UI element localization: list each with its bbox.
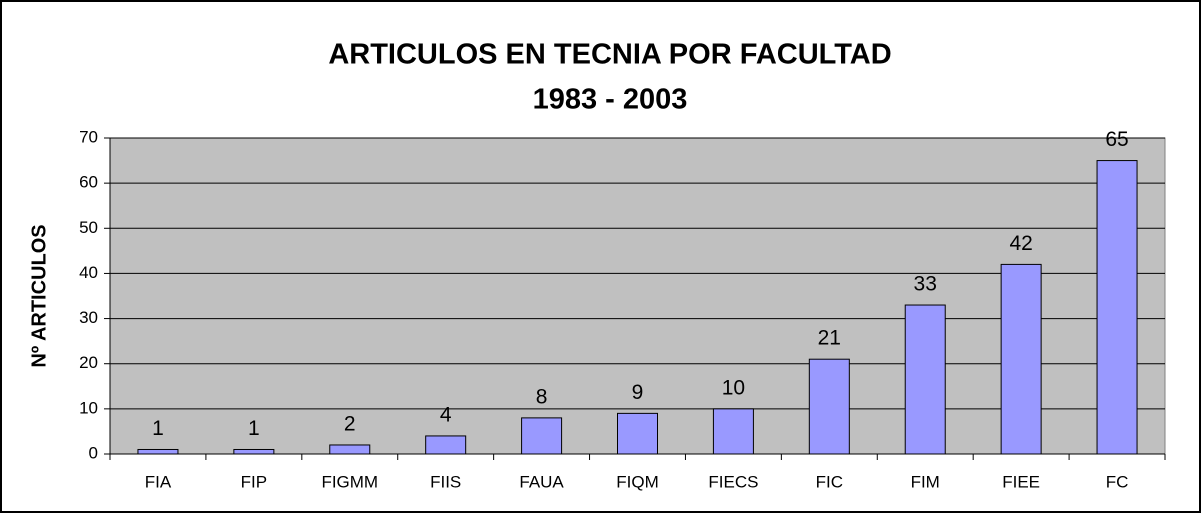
bar xyxy=(617,412,658,455)
data-label: 1 xyxy=(152,417,164,440)
y-tick-label: 70 xyxy=(79,127,98,146)
chart-title: ARTICULOS EN TECNIA POR FACULTAD xyxy=(328,39,891,71)
x-tick-label: FC xyxy=(1106,472,1129,491)
x-tick-label: FIA xyxy=(145,472,172,491)
bar xyxy=(1096,160,1138,455)
x-tick-label: FAUA xyxy=(519,472,564,491)
bar xyxy=(1000,263,1042,455)
x-tick-label: FIM xyxy=(911,472,940,491)
bar xyxy=(904,304,946,455)
y-tick-label: 40 xyxy=(79,263,98,282)
bar xyxy=(712,408,754,455)
x-tick-label: FIQM xyxy=(616,472,659,491)
y-tick-label: 30 xyxy=(79,308,98,327)
y-axis-label: Nº ARTICULOS xyxy=(28,224,50,367)
bar xyxy=(521,417,563,455)
x-tick-label: FIP xyxy=(241,472,267,491)
bar xyxy=(137,448,179,455)
y-tick-label: 20 xyxy=(79,353,98,372)
chart-subtitle: 1983 - 2003 xyxy=(533,84,688,116)
data-label: 42 xyxy=(1009,232,1032,255)
bar xyxy=(233,448,275,455)
data-label: 1 xyxy=(248,417,260,440)
data-label: 4 xyxy=(440,403,452,426)
y-tick-label: 50 xyxy=(79,218,98,237)
x-tick-label: FIEE xyxy=(1002,472,1040,491)
x-tick-label: FIC xyxy=(816,472,843,491)
y-tick-label: 10 xyxy=(79,398,98,417)
x-tick-label: FIGMM xyxy=(321,472,378,491)
bar xyxy=(808,358,850,455)
bar xyxy=(329,444,371,455)
plot-area xyxy=(109,137,1166,455)
y-tick-label: 0 xyxy=(89,443,98,462)
bar xyxy=(425,435,467,455)
y-tick-label: 60 xyxy=(79,173,98,192)
data-label: 33 xyxy=(914,273,937,296)
data-label: 21 xyxy=(818,327,841,350)
data-label: 65 xyxy=(1105,128,1128,151)
x-tick-label: FIECS xyxy=(708,472,758,491)
data-label: 10 xyxy=(722,376,745,399)
data-label: 9 xyxy=(632,381,644,404)
data-label: 2 xyxy=(344,413,356,436)
data-label: 8 xyxy=(536,385,548,408)
x-tick-label: FIIS xyxy=(430,472,461,491)
